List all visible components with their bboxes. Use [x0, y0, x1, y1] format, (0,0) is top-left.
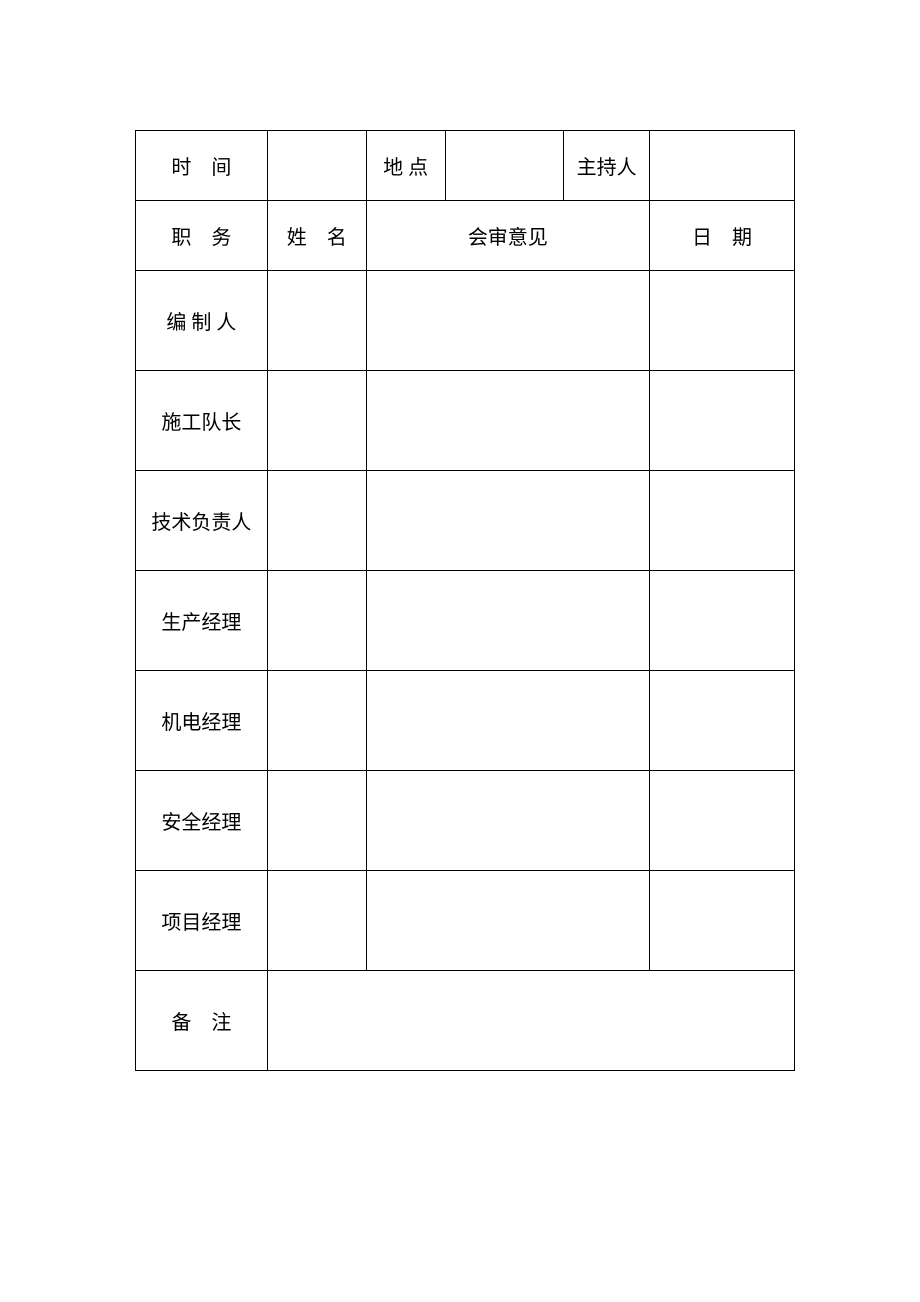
opinion-cell [366, 271, 649, 371]
position-cell: 机电经理 [136, 671, 268, 771]
name-cell [267, 571, 366, 671]
time-value-cell [267, 131, 366, 201]
table-row: 安全经理 [136, 771, 795, 871]
date-cell [649, 671, 794, 771]
position-cell: 生产经理 [136, 571, 268, 671]
host-value-cell [649, 131, 794, 201]
position-cell: 技术负责人 [136, 471, 268, 571]
date-cell [649, 471, 794, 571]
position-cell: 施工队长 [136, 371, 268, 471]
table-row: 编 制 人 [136, 271, 795, 371]
opinion-cell [366, 771, 649, 871]
table-row: 生产经理 [136, 571, 795, 671]
date-cell [649, 871, 794, 971]
remark-row: 备 注 [136, 971, 795, 1071]
opinion-cell [366, 371, 649, 471]
opinion-cell [366, 571, 649, 671]
table-row: 施工队长 [136, 371, 795, 471]
opinion-cell [366, 671, 649, 771]
position-cell: 项目经理 [136, 871, 268, 971]
name-header-cell: 姓 名 [267, 201, 366, 271]
name-cell [267, 671, 366, 771]
date-cell [649, 371, 794, 471]
remark-value-cell [267, 971, 794, 1071]
name-cell [267, 471, 366, 571]
name-cell [267, 371, 366, 471]
remark-label-cell: 备 注 [136, 971, 268, 1071]
table-row: 机电经理 [136, 671, 795, 771]
date-cell [649, 571, 794, 671]
review-form-table: 时 间 地 点 主持人 职 务 姓 名 会审意见 日 期 编 制 人 施工队长 … [135, 130, 795, 1071]
position-header-cell: 职 务 [136, 201, 268, 271]
location-label-cell: 地 点 [366, 131, 445, 201]
subheader-row: 职 务 姓 名 会审意见 日 期 [136, 201, 795, 271]
host-label-cell: 主持人 [564, 131, 650, 201]
name-cell [267, 871, 366, 971]
date-cell [649, 271, 794, 371]
opinion-cell [366, 871, 649, 971]
table-row: 项目经理 [136, 871, 795, 971]
name-cell [267, 271, 366, 371]
date-header-cell: 日 期 [649, 201, 794, 271]
date-cell [649, 771, 794, 871]
opinion-cell [366, 471, 649, 571]
name-cell [267, 771, 366, 871]
location-value-cell [445, 131, 564, 201]
table-row: 技术负责人 [136, 471, 795, 571]
header-row: 时 间 地 点 主持人 [136, 131, 795, 201]
position-cell: 安全经理 [136, 771, 268, 871]
position-cell: 编 制 人 [136, 271, 268, 371]
time-label-cell: 时 间 [136, 131, 268, 201]
opinion-header-cell: 会审意见 [366, 201, 649, 271]
